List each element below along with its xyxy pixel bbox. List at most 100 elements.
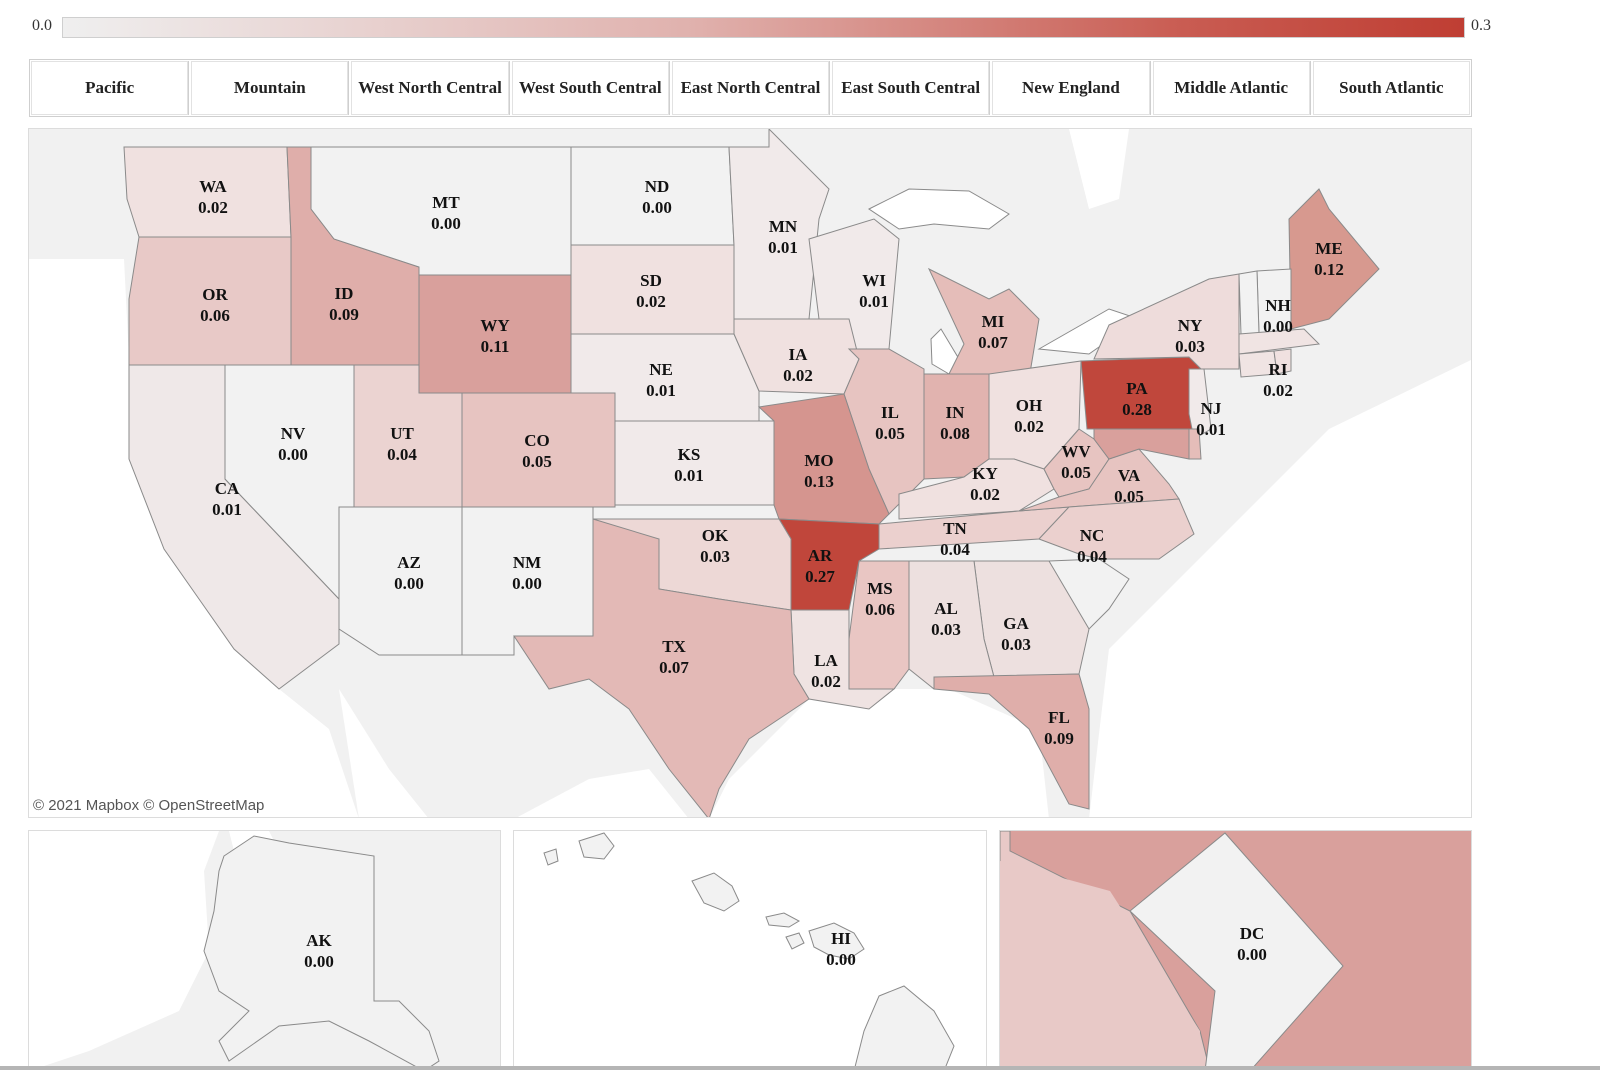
state-value-VA: 0.05 bbox=[1114, 487, 1144, 506]
svg-text:AL0.03: AL 0.03 bbox=[931, 599, 961, 639]
state-value-WY: 0.11 bbox=[481, 337, 510, 356]
svg-text:VA0.05: VA 0.05 bbox=[1114, 466, 1144, 506]
state-label-HI: HI bbox=[831, 929, 851, 948]
hawaii-inset-map[interactable]: HI 0.00 bbox=[513, 830, 987, 1070]
state-value-SD: 0.02 bbox=[636, 292, 666, 311]
svg-text:WI0.01: WI 0.01 bbox=[859, 271, 889, 311]
state-label-AR: AR bbox=[808, 546, 833, 565]
state-label-CA: CA bbox=[215, 479, 240, 498]
region-button-west-south-central[interactable]: West South Central bbox=[512, 61, 670, 115]
alaska-inset-map[interactable]: AK 0.00 bbox=[28, 830, 501, 1070]
region-button-south-atlantic[interactable]: South Atlantic bbox=[1313, 61, 1470, 115]
svg-text:WA0.02: WA 0.02 bbox=[198, 177, 228, 217]
state-value-NC: 0.04 bbox=[1077, 547, 1107, 566]
svg-text:KY0.02: KY 0.02 bbox=[970, 464, 1000, 504]
svg-text:TN0.04: TN 0.04 bbox=[940, 519, 970, 559]
svg-text:NV0.00: NV 0.00 bbox=[278, 424, 308, 464]
state-value-RI: 0.02 bbox=[1263, 381, 1293, 400]
svg-text:GA0.03: GA 0.03 bbox=[1001, 614, 1031, 654]
region-button-east-north-central[interactable]: East North Central bbox=[672, 61, 831, 115]
state-label-KS: KS bbox=[678, 445, 701, 464]
state-label-LA: LA bbox=[814, 651, 838, 670]
state-label-CO: CO bbox=[524, 431, 550, 450]
state-label-KY: KY bbox=[972, 464, 998, 483]
state-HI bbox=[808, 922, 865, 960]
region-button-new-england[interactable]: New England bbox=[992, 61, 1151, 115]
state-value-NY: 0.03 bbox=[1175, 337, 1205, 356]
state-label-OR: OR bbox=[202, 285, 228, 304]
state-label-IA: IA bbox=[789, 345, 809, 364]
state-MA bbox=[1238, 328, 1321, 355]
state-value-CA: 0.01 bbox=[212, 500, 242, 519]
state-NC bbox=[1038, 498, 1195, 560]
region-button-middle-atlantic[interactable]: Middle Atlantic bbox=[1153, 61, 1311, 115]
svg-text:NH0.00: NH 0.00 bbox=[1263, 296, 1293, 336]
state-label-NM: NM bbox=[513, 553, 541, 572]
svg-text:OR0.06: OR 0.06 bbox=[200, 285, 230, 325]
svg-text:OK0.03: OK 0.03 bbox=[700, 526, 730, 566]
state-label-GA: GA bbox=[1003, 614, 1029, 633]
svg-text:NJ0.01: NJ 0.01 bbox=[1196, 399, 1226, 439]
map-attribution[interactable]: © 2021 Mapbox © OpenStreetMap bbox=[33, 797, 265, 814]
state-value-UT: 0.04 bbox=[387, 445, 417, 464]
svg-text:KS0.01: KS 0.01 bbox=[674, 445, 704, 485]
state-value-TN: 0.04 bbox=[940, 540, 970, 559]
svg-text:HI0.00: HI 0.00 bbox=[826, 929, 856, 969]
state-label-NY: NY bbox=[1178, 316, 1203, 335]
state-value-MI: 0.07 bbox=[978, 333, 1008, 352]
dc-inset-map[interactable]: DC 0.00 bbox=[999, 830, 1472, 1070]
state-value-WV: 0.05 bbox=[1061, 463, 1091, 482]
state-value-MS: 0.06 bbox=[865, 600, 895, 619]
state-value-TX: 0.07 bbox=[659, 658, 689, 677]
svg-text:SD0.02: SD 0.02 bbox=[636, 271, 666, 311]
state-label-WI: WI bbox=[862, 271, 886, 290]
state-label-PA: PA bbox=[1126, 379, 1148, 398]
region-button-pacific[interactable]: Pacific bbox=[31, 61, 190, 115]
state-value-FL: 0.09 bbox=[1044, 729, 1074, 748]
svg-text:IL0.05: IL 0.05 bbox=[875, 403, 905, 443]
state-value-KY: 0.02 bbox=[970, 485, 1000, 504]
svg-text:ND0.00: ND 0.00 bbox=[642, 177, 672, 217]
svg-text:UT0.04: UT 0.04 bbox=[387, 424, 417, 464]
region-button-mountain[interactable]: Mountain bbox=[191, 61, 350, 115]
state-DC bbox=[1129, 832, 1344, 1069]
us-choropleth-map[interactable]: WA 0.02 OR 0.06 CA 0.01 ID 0.09 NV 0.00 MT 0.0… bbox=[28, 128, 1472, 818]
state-value-IA: 0.02 bbox=[783, 366, 813, 385]
legend-gradient-bar bbox=[62, 17, 1465, 38]
svg-text:MI0.07: MI 0.07 bbox=[978, 312, 1008, 352]
state-label-OK: OK bbox=[702, 526, 729, 545]
bottom-divider bbox=[0, 1066, 1600, 1070]
state-value-MO: 0.13 bbox=[804, 472, 834, 491]
state-label-MS: MS bbox=[867, 579, 893, 598]
state-label-MN: MN bbox=[769, 217, 798, 236]
svg-text:FL0.09: FL 0.09 bbox=[1044, 708, 1074, 748]
state-value-LA: 0.02 bbox=[811, 672, 841, 691]
state-value-NH: 0.00 bbox=[1263, 317, 1293, 336]
region-button-east-south-central[interactable]: East South Central bbox=[832, 61, 991, 115]
state-value-ME: 0.12 bbox=[1314, 260, 1344, 279]
state-value-IN: 0.08 bbox=[940, 424, 970, 443]
color-legend: 0.0 0.3 bbox=[28, 14, 1508, 42]
state-RI bbox=[1273, 348, 1292, 375]
svg-text:TX0.07: TX 0.07 bbox=[659, 637, 689, 677]
svg-text:DC0.00: DC 0.00 bbox=[1237, 924, 1267, 964]
svg-text:LA0.02: LA 0.02 bbox=[811, 651, 841, 691]
state-value-KS: 0.01 bbox=[674, 466, 704, 485]
dc-svg: DC 0.00 bbox=[1000, 831, 1471, 1069]
state-label-RI: RI bbox=[1269, 360, 1288, 379]
state-label-AL: AL bbox=[934, 599, 958, 618]
state-FL bbox=[933, 673, 1090, 810]
state-label-AZ: AZ bbox=[397, 553, 421, 572]
svg-text:ID0.09: ID 0.09 bbox=[329, 284, 359, 324]
state-label-WA: WA bbox=[199, 177, 227, 196]
state-label-MT: MT bbox=[432, 193, 460, 212]
state-label-NJ: NJ bbox=[1201, 399, 1222, 418]
svg-text:CA0.01: CA 0.01 bbox=[212, 479, 242, 519]
region-button-west-north-central[interactable]: West North Central bbox=[351, 61, 510, 115]
us-map-svg: WA 0.02 OR 0.06 CA 0.01 ID 0.09 NV 0.00 MT 0.0… bbox=[29, 129, 1471, 817]
state-value-MN: 0.01 bbox=[768, 238, 798, 257]
state-value-NE: 0.01 bbox=[646, 381, 676, 400]
state-label-VA: VA bbox=[1118, 466, 1141, 485]
state-label-ID: ID bbox=[335, 284, 354, 303]
state-value-NJ: 0.01 bbox=[1196, 420, 1226, 439]
